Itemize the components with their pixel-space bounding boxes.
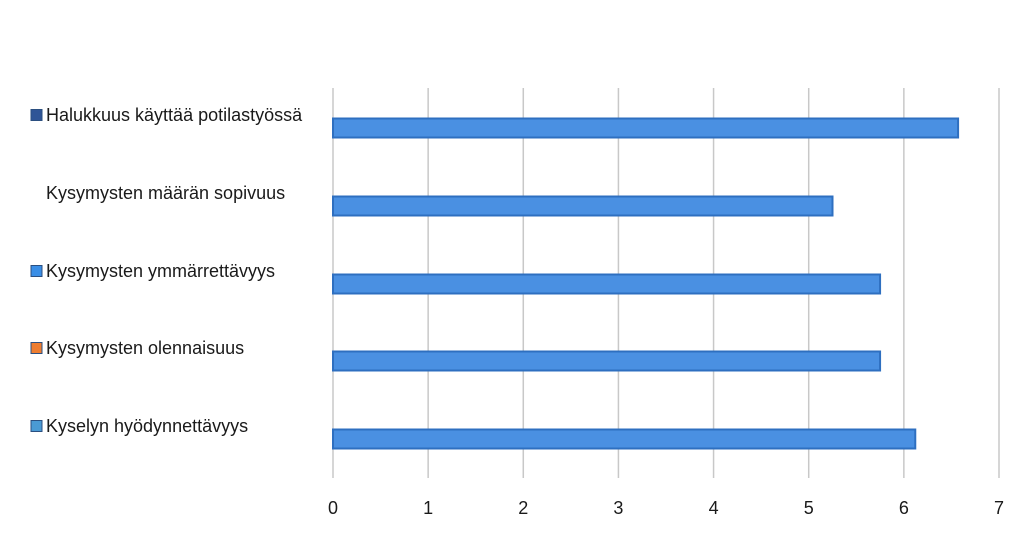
label-marker-3 (30, 265, 43, 277)
label-marker-4 (30, 342, 43, 354)
bars (332, 117, 960, 450)
x-tick-label-1: 1 (423, 498, 433, 518)
bar-3 (332, 273, 882, 295)
category-label-2: Kysymysten määrän sopivuus (46, 183, 285, 203)
x-tick-label-4: 4 (709, 498, 719, 518)
category-label-1: Halukkuus käyttää potilastyössä (46, 105, 303, 125)
x-tick-label-6: 6 (899, 498, 909, 518)
x-tick-label-7: 7 (994, 498, 1004, 518)
x-tick-label-2: 2 (518, 498, 528, 518)
label-marker-5 (30, 420, 43, 432)
label-marker-1 (30, 109, 43, 121)
x-tick-label-3: 3 (613, 498, 623, 518)
bar-1 (332, 117, 960, 139)
bar-5 (332, 428, 917, 450)
bar-2 (332, 195, 834, 217)
category-label-3: Kysymysten ymmärrettävyys (46, 261, 275, 281)
category-labels: Halukkuus käyttää potilastyössä Kysymyste… (30, 105, 303, 436)
category-label-4: Kysymysten olennaisuus (46, 338, 244, 358)
bar-4 (332, 350, 882, 372)
x-tick-label-5: 5 (804, 498, 814, 518)
x-tick-label-0: 0 (328, 498, 338, 518)
category-label-5: Kyselyn hyödynnettävyys (46, 416, 248, 436)
x-axis-tick-labels: 0 1 2 3 4 5 6 7 (328, 498, 1004, 518)
